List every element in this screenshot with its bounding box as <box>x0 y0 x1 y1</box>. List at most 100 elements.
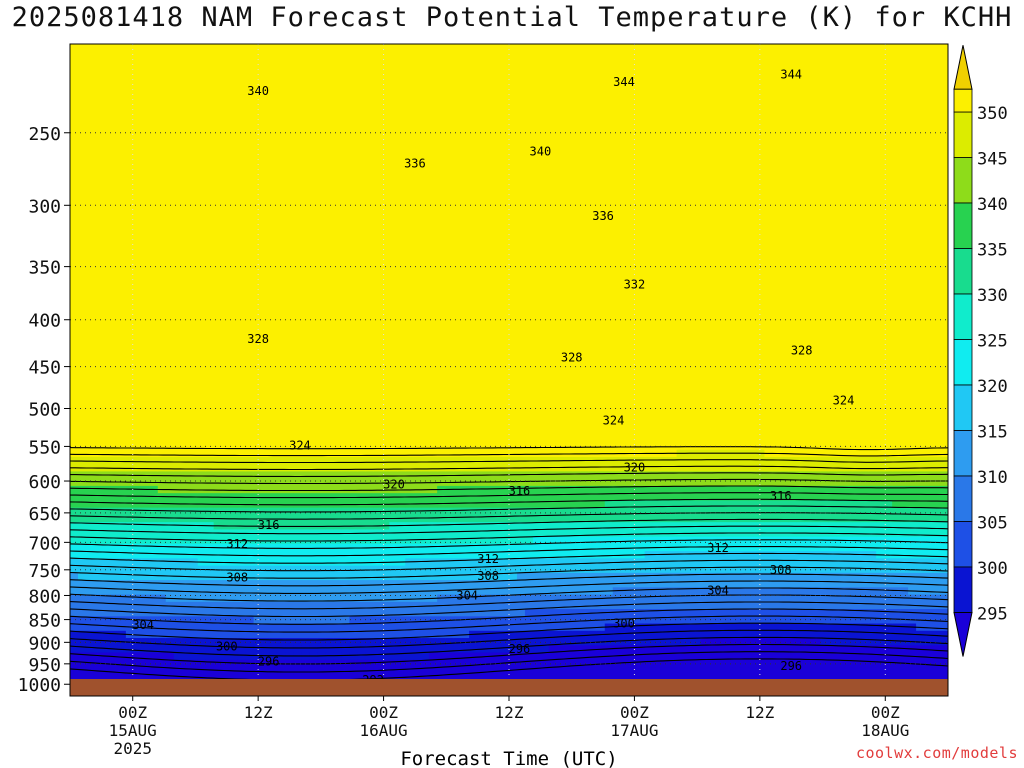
contour-fill-cell <box>477 109 486 118</box>
contour-fill-cell <box>277 152 287 161</box>
contour-fill-cell <box>397 297 406 306</box>
contour-fill-cell <box>309 80 319 89</box>
contour-fill-cell <box>349 275 358 284</box>
contour-fill-cell <box>301 420 311 429</box>
contour-fill-cell <box>285 355 295 364</box>
contour-fill-cell <box>317 427 327 436</box>
contour-fill-cell <box>277 572 287 581</box>
contour-fill-cell <box>373 341 382 349</box>
contour-fill-cell <box>293 210 303 219</box>
contour-fill-cell <box>389 355 398 364</box>
contour-fill-cell <box>309 594 319 603</box>
contour-fill-cell <box>253 616 263 625</box>
contour-fill-cell <box>101 87 111 96</box>
contour-fill-cell <box>445 203 454 212</box>
contour-fill-cell <box>309 254 319 262</box>
contour-fill-cell <box>341 384 350 393</box>
contour-fill-cell <box>301 319 311 328</box>
contour-fill-cell <box>213 130 223 139</box>
contour-fill-cell <box>397 283 406 291</box>
contour-fill-cell <box>413 152 422 161</box>
contour-fill-cell <box>197 65 207 74</box>
contour-fill-cell <box>213 348 223 357</box>
contour-fill-cell <box>485 623 494 632</box>
contour-fill-cell <box>365 326 374 335</box>
contour-fill-cell <box>477 44 486 52</box>
contour-fill-cell <box>245 565 255 574</box>
contour-fill-cell <box>357 609 366 617</box>
contour-fill-cell <box>453 275 462 284</box>
contour-fill-cell <box>301 152 311 161</box>
contour-fill-cell <box>109 536 119 545</box>
contour-fill-cell <box>365 435 374 444</box>
contour-fill-cell <box>365 471 374 480</box>
contour-fill-cell <box>469 442 478 451</box>
contour-fill-cell <box>477 543 486 552</box>
contour-fill-cell <box>157 94 167 103</box>
contour-fill-cell <box>301 398 311 407</box>
contour-fill-cell <box>429 159 438 168</box>
contour-fill-cell <box>245 420 255 429</box>
contour-fill-cell <box>381 312 390 320</box>
contour-fill-cell <box>413 268 422 277</box>
contour-fill-cell <box>213 333 223 342</box>
contour-fill-cell <box>70 145 79 154</box>
contour-fill-cell <box>349 478 358 487</box>
contour-fill-cell <box>229 645 239 654</box>
contour-fill-cell <box>205 652 215 661</box>
contour-fill-cell <box>245 58 255 67</box>
contour-fill-cell <box>437 225 446 233</box>
contour-fill-cell <box>237 413 247 422</box>
contour-fill-cell <box>309 326 319 335</box>
contour-fill-cell <box>429 456 438 465</box>
contour-fill-cell <box>373 391 382 400</box>
contour-fill-cell <box>325 674 334 683</box>
contour-fill-cell <box>205 645 215 654</box>
contour-fill-cell <box>229 594 239 603</box>
contour-fill-cell <box>253 101 263 110</box>
contour-fill-cell <box>309 587 319 596</box>
contour-fill-cell <box>269 406 279 415</box>
contour-fill-cell <box>365 478 374 487</box>
contour-fill-cell <box>141 254 151 262</box>
contour-fill-cell <box>245 101 255 110</box>
contour-fill-cell <box>485 283 494 291</box>
contour-fill-cell <box>277 667 287 675</box>
contour-fill-cell <box>453 312 462 320</box>
contour-fill-cell <box>77 203 87 212</box>
contour-fill-cell <box>117 58 127 67</box>
contour-fill-cell <box>429 188 438 197</box>
contour-fill-cell <box>317 87 327 96</box>
contour-fill-cell <box>117 384 127 393</box>
contour-fill-cell <box>381 297 390 306</box>
contour-fill-cell <box>237 297 247 306</box>
contour-fill-cell <box>229 333 239 342</box>
contour-fill-cell <box>77 674 87 683</box>
contour-fill-cell <box>293 283 303 291</box>
contour-fill-cell <box>205 152 215 161</box>
contour-fill-cell <box>133 587 143 596</box>
contour-fill-cell <box>125 181 135 190</box>
contour-fill-cell <box>421 275 430 284</box>
contour-fill-cell <box>229 427 239 436</box>
contour-fill-cell <box>477 398 486 407</box>
contour-fill-cell <box>509 152 518 161</box>
contour-fill-cell <box>149 145 159 154</box>
contour-fill-cell <box>85 536 95 545</box>
contour-fill-cell <box>349 558 358 567</box>
contour-fill-cell <box>117 507 127 516</box>
contour-fill-cell <box>405 667 414 675</box>
contour-fill-cell <box>373 246 382 255</box>
contour-fill-cell <box>509 58 518 67</box>
contour-fill-cell <box>405 65 414 74</box>
contour-fill-cell <box>77 391 87 400</box>
contour-fill-cell <box>485 384 494 393</box>
contour-fill-cell <box>373 449 382 458</box>
contour-fill-cell <box>253 427 263 436</box>
contour-fill-cell <box>501 623 510 632</box>
contour-fill-cell <box>101 500 111 509</box>
contour-fill-cell <box>261 94 271 103</box>
contour-fill-cell <box>421 377 430 386</box>
contour-fill-cell <box>413 72 422 81</box>
contour-fill-cell <box>237 51 247 60</box>
